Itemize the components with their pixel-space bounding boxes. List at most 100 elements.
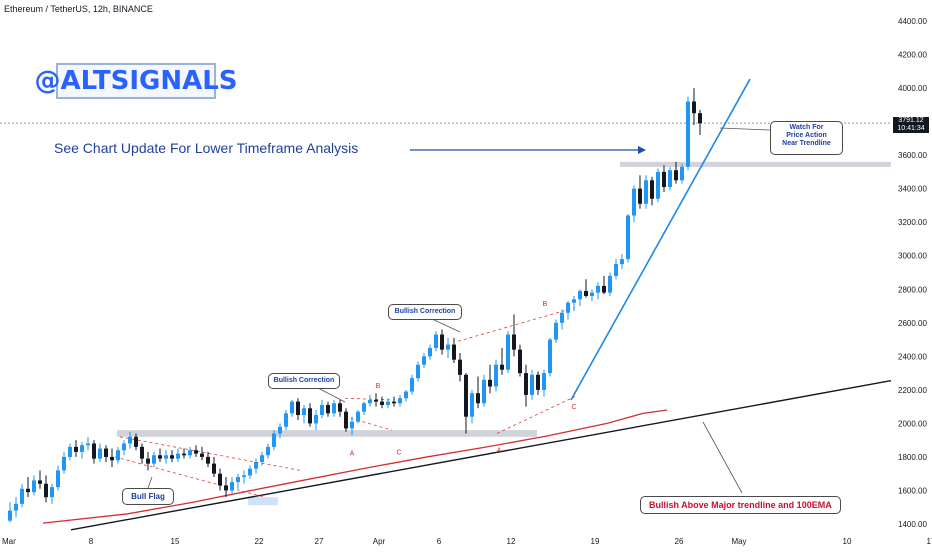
chart-title: Ethereum / TetherUS, 12h, BINANCE <box>4 4 153 14</box>
candle <box>614 259 618 280</box>
candle <box>338 399 342 417</box>
candle <box>134 433 138 451</box>
headline-arrow-head <box>638 146 646 154</box>
candle-body <box>488 379 492 387</box>
correction1-lower <box>344 416 393 431</box>
bullish-above-leader <box>702 421 743 494</box>
x-tick-label: 26 <box>675 537 684 546</box>
rising-trendline <box>570 78 751 401</box>
candle <box>560 309 564 330</box>
candle-body <box>98 448 102 459</box>
y-tick-label: 2000.00 <box>898 419 927 428</box>
candle <box>518 344 522 377</box>
x-tick-label: 27 <box>315 537 324 546</box>
candle-body <box>542 373 546 390</box>
candle <box>572 295 576 312</box>
candle <box>482 374 486 407</box>
candle <box>8 502 12 523</box>
candle <box>548 337 552 377</box>
y-tick-label: 3600.00 <box>898 151 927 160</box>
candle-body <box>596 285 600 293</box>
candle-body <box>8 510 12 521</box>
candle-body <box>692 101 696 114</box>
candle-body <box>668 170 672 187</box>
candle <box>206 451 210 467</box>
candle-body <box>200 453 204 457</box>
candle-body <box>332 403 336 414</box>
candle-body <box>62 456 66 471</box>
candle-body <box>374 399 378 402</box>
candle-body <box>302 408 306 416</box>
y-tick-label: 3200.00 <box>898 218 927 227</box>
y-tick-label: 3400.00 <box>898 185 927 194</box>
correction1-upper <box>344 397 393 401</box>
candle-body <box>92 443 96 459</box>
candle-body <box>254 461 258 469</box>
candle-body <box>560 312 564 323</box>
candle-body <box>344 411 348 429</box>
candle <box>290 399 294 417</box>
candle-body <box>38 480 42 484</box>
candle <box>212 456 216 478</box>
candle-body <box>122 443 126 451</box>
candle-body <box>110 456 114 461</box>
candle-body <box>134 436 138 447</box>
x-tick-label: 19 <box>591 537 600 546</box>
candle <box>242 470 246 484</box>
candle-body <box>428 347 432 357</box>
candle-body <box>650 180 654 199</box>
x-tick-label: 17 <box>927 537 932 546</box>
watch-callout: Watch For Price Action Near Trendline <box>770 121 843 155</box>
candle-body <box>50 487 54 498</box>
candle-body <box>56 470 60 488</box>
candle <box>266 443 270 459</box>
y-tick-label: 2800.00 <box>898 285 927 294</box>
candle-body <box>530 374 534 395</box>
candle-body <box>20 488 24 504</box>
candle <box>92 440 96 464</box>
candle <box>62 451 66 474</box>
candle-body <box>236 477 240 483</box>
candle-body <box>80 445 84 452</box>
candle <box>458 352 462 382</box>
candle <box>194 445 198 457</box>
current-price-label: 3791.12 10:41:34 <box>893 117 929 133</box>
candle-body <box>644 180 648 204</box>
wave-label-c2: C <box>571 404 576 411</box>
candle-body <box>584 290 588 296</box>
candle-body <box>482 379 486 404</box>
candle <box>608 272 612 296</box>
candle-body <box>116 450 120 461</box>
candle-body <box>152 455 156 464</box>
candle-body <box>632 188 636 216</box>
candle <box>446 337 450 359</box>
candle <box>554 319 558 343</box>
candle-body <box>422 356 426 365</box>
candle <box>32 475 36 496</box>
bull-flag-label: Bull Flag <box>131 492 165 501</box>
correction2-upper <box>457 307 576 342</box>
candle <box>302 404 306 424</box>
x-tick-label: 6 <box>437 537 442 546</box>
candle-body <box>146 458 150 464</box>
candle <box>332 399 336 417</box>
candle <box>182 448 186 459</box>
candle <box>224 477 228 498</box>
candle <box>368 394 372 407</box>
candle-body <box>68 446 72 457</box>
candle <box>146 451 150 471</box>
candle-body <box>266 446 270 456</box>
candle <box>470 389 474 424</box>
headline: See Chart Update For Lower Timeframe Ana… <box>54 140 359 156</box>
wave-label-b2: B <box>543 301 548 308</box>
candle-body <box>170 455 174 459</box>
candle-body <box>356 411 360 422</box>
candle <box>254 458 258 474</box>
wave-label-a1: A <box>350 450 355 457</box>
candle-body <box>350 421 354 429</box>
candle <box>662 165 666 193</box>
candle-body <box>104 448 108 457</box>
candle <box>422 352 426 369</box>
